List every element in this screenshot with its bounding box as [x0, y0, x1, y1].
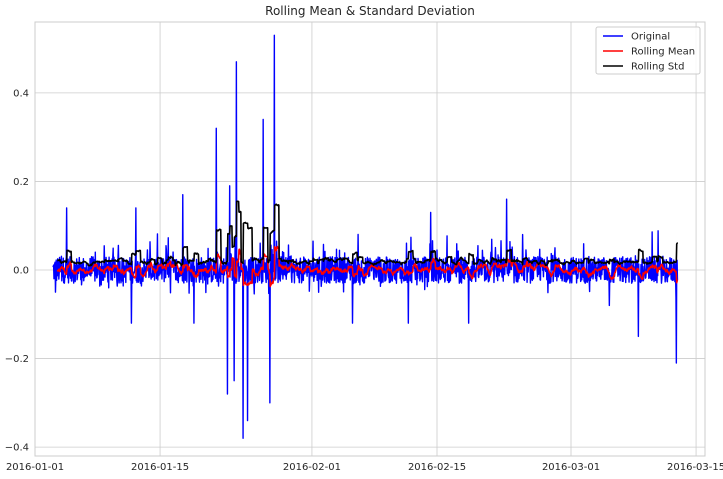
x-tick-labels: 2016-01-01 2016-01-15 2016-02-01 2016-02-15…: [6, 462, 723, 473]
x-tick-label: 2016-01-15: [131, 462, 189, 473]
legend: Original Rolling Mean Rolling Std: [595, 26, 701, 75]
x-tick-label: 2016-01-01: [6, 462, 64, 473]
legend-label: Rolling Std: [631, 62, 684, 73]
x-tick-label: 2016-02-01: [283, 462, 341, 473]
y-tick-label: 0.0: [13, 266, 29, 277]
chart-title: Rolling Mean & Standard Deviation: [265, 4, 475, 18]
plot-frame: [34, 21, 706, 457]
legend-label: Rolling Mean: [631, 47, 695, 58]
axes-border: [34, 21, 706, 457]
plot-area: [35, 22, 705, 456]
y-tick-label: 0.4: [13, 88, 29, 99]
series-rolling-std-line: [56, 200, 679, 267]
series-layer: [52, 34, 679, 439]
x-tick-label: 2016-02-15: [408, 462, 466, 473]
x-tick-label: 2016-03-15: [667, 462, 723, 473]
y-tick-label: −0.4: [5, 443, 29, 454]
y-tick-labels: −0.4 −0.2 0.0 0.2 0.4: [5, 88, 29, 453]
x-tick-label: 2016-03-01: [542, 462, 600, 473]
series-rolling-mean-line: [56, 245, 679, 288]
legend-box: [595, 26, 701, 75]
legend-label: Original: [631, 32, 670, 43]
y-tick-label: −0.2: [5, 354, 29, 365]
y-tick-label: 0.2: [13, 177, 29, 188]
